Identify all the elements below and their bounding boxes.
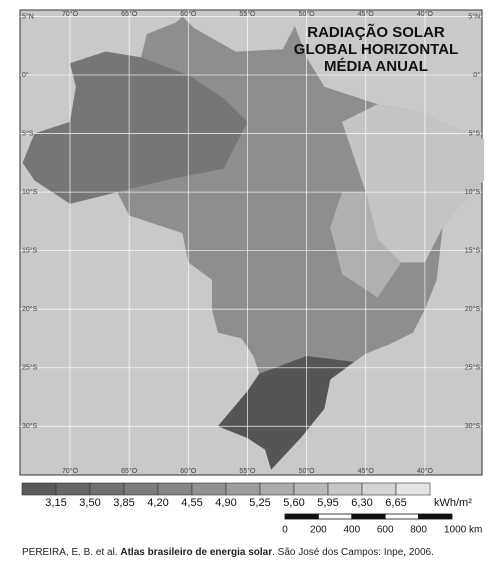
scale-segment [418,513,453,520]
scale-segment [384,513,420,520]
latitude-label: 15°S [465,246,481,254]
legend-value: 4,55 [181,497,202,509]
legend-swatch [123,482,159,496]
longitude-label: 50°O [299,10,316,18]
latitude-label: 15°S [22,246,38,254]
latitude-label: 5°S [469,129,481,137]
scale-label: 0 [282,525,288,536]
longitude-label: 65°O [121,467,138,475]
legend-value: 4,90 [215,497,236,509]
legend-value: 3,50 [79,497,100,509]
legend-value: 5,25 [249,497,270,509]
scale-segment [317,513,353,520]
latitude-label: 25°S [22,364,38,372]
legend-value: 3,15 [45,497,66,509]
legend-value: 5,95 [317,497,338,509]
legend-value: 6,65 [385,497,406,509]
latitude-label: 5°N [468,12,480,20]
latitude-label: 5°N [22,12,34,20]
scale-segment [351,513,386,520]
legend-swatch [225,482,261,496]
legend-value: 5,60 [283,497,304,509]
legend-value: 3,85 [113,497,134,509]
latitude-label: 25°S [465,364,481,372]
latitude-label: 30°S [465,422,481,430]
longitude-label: 60°O [180,467,197,475]
title-line: GLOBAL HORIZONTAL [294,41,458,58]
latitude-label: 0° [473,71,480,79]
legend-value: 6,30 [351,497,372,509]
citation: PEREIRA, E. B. et al. Atlas brasileiro d… [22,547,434,558]
longitude-label: 70°O [62,10,79,18]
legend-swatch [89,482,125,496]
scale-label: 600 [377,525,394,536]
latitude-label: 20°S [22,305,38,313]
legend-unit: kWh/m² [434,497,472,509]
citation-publisher: . São José dos Campos: Inpe, 2006. [272,547,434,558]
longitude-label: 55°O [239,467,256,475]
longitude-label: 40°O [417,467,434,475]
latitude-label: 10°S [22,188,38,196]
region-low [22,51,248,204]
legend-swatch [21,482,57,496]
scale-label: 400 [343,525,360,536]
latitude-label: 30°S [22,422,38,430]
longitude-label: 65°O [121,10,138,18]
title-line: MÉDIA ANUAL [324,58,428,75]
scale-label: 1000 km [444,525,482,536]
title-line: RADIAÇÃO SOLAR [307,23,445,41]
legend-swatch [395,482,431,496]
legend-swatch [259,482,295,496]
citation-work: Atlas brasileiro de energia solar [120,547,272,558]
region-lowest [217,356,354,470]
longitude-label: 45°O [358,467,375,475]
legend-value: 4,20 [147,497,168,509]
region-high [342,104,485,263]
longitude-label: 45°O [358,10,375,18]
latitude-label: 10°S [465,188,481,196]
legend-swatch [191,482,227,496]
scale-label: 200 [310,525,327,536]
legend-swatch [293,482,329,496]
legend-swatch [327,482,363,496]
legend-swatch [361,482,397,496]
longitude-label: 60°O [180,10,197,18]
latitude-label: 0° [22,71,29,79]
longitude-label: 40°O [417,10,434,18]
legend-swatch [55,482,91,496]
longitude-label: 55°O [239,10,256,18]
latitude-label: 20°S [465,305,481,313]
longitude-label: 70°O [62,467,79,475]
latitude-label: 5°S [22,129,34,137]
scale-segment [284,513,319,520]
legend-swatch [157,482,193,496]
longitude-label: 50°O [299,467,316,475]
citation-authors: PEREIRA, E. B. et al. [22,547,118,558]
scale-label: 800 [410,525,427,536]
